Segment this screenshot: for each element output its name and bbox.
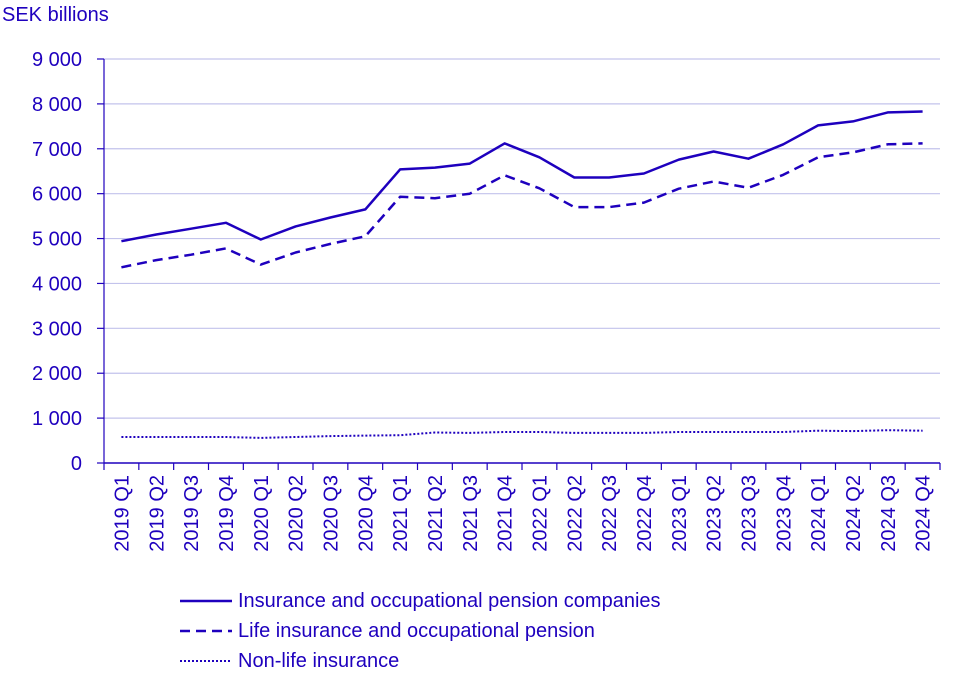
axes xyxy=(103,59,940,464)
legend: Insurance and occupational pension compa… xyxy=(180,586,661,676)
x-tick-label: 2022 Q4 xyxy=(634,475,656,552)
y-tick-label: 7 000 xyxy=(32,139,82,161)
x-tick-label: 2023 Q2 xyxy=(704,475,726,552)
y-tick-label: 5 000 xyxy=(32,229,82,251)
y-axis-tick-labels: 0 1 000 2 000 3 000 4 000 5 000 6 000 7 000 8 00… xyxy=(32,49,82,475)
legend-swatch-dotted xyxy=(180,660,232,662)
x-tick-label: 2021 Q1 xyxy=(390,475,412,552)
x-tick-label: 2021 Q3 xyxy=(460,475,482,552)
y-tick-label: 4 000 xyxy=(32,273,82,295)
legend-label: Non-life insurance xyxy=(238,649,400,672)
x-tick-label: 2020 Q1 xyxy=(251,475,273,552)
series-line-solid xyxy=(121,110,923,243)
x-tick-label: 2020 Q2 xyxy=(286,475,308,552)
x-tick-label: 2024 Q2 xyxy=(843,475,865,552)
legend-swatch-dashed xyxy=(180,629,232,633)
y-tick-label: 2 000 xyxy=(32,363,82,385)
x-tick-label: 2021 Q2 xyxy=(425,475,447,552)
legend-swatch-solid xyxy=(180,599,232,603)
x-tick-label: 2019 Q2 xyxy=(146,475,168,552)
y-tick-label: 9 000 xyxy=(32,49,82,71)
x-tick-label: 2023 Q4 xyxy=(773,475,795,552)
y-tick-label: 6 000 xyxy=(32,184,82,206)
legend-label: Insurance and occupational pension compa… xyxy=(238,589,661,612)
x-axis-tick-labels: 2019 Q1 2019 Q2 2019 Q3 2019 Q4 2020 Q1 2020 … xyxy=(103,463,941,552)
x-tick-label: 2022 Q3 xyxy=(599,475,621,552)
x-tick-label: 2020 Q4 xyxy=(355,475,377,552)
x-tick-label: 2024 Q4 xyxy=(913,475,935,552)
y-axis-unit-label: SEK billions xyxy=(2,4,109,26)
x-tick-label: 2019 Q4 xyxy=(216,475,238,552)
series-line-dotted xyxy=(121,429,923,439)
x-tick-label: 2022 Q2 xyxy=(564,475,586,552)
series-lines xyxy=(121,110,923,439)
series-line-dashed xyxy=(121,142,923,269)
x-tick-label: 2024 Q3 xyxy=(878,475,900,552)
y-tick-label: 0 xyxy=(71,453,82,475)
legend-item-life: Life insurance and occupational pension xyxy=(180,616,661,646)
x-tick-label: 2020 Q3 xyxy=(320,475,342,552)
legend-label: Life insurance and occupational pension xyxy=(238,619,595,642)
x-tick-label: 2021 Q4 xyxy=(495,475,517,552)
x-tick-label: 2023 Q1 xyxy=(669,475,691,552)
x-tick-label: 2022 Q1 xyxy=(529,475,551,552)
y-tick-label: 8 000 xyxy=(32,94,82,116)
x-tick-label: 2019 Q3 xyxy=(181,475,203,552)
legend-item-nonlife: Non-life insurance xyxy=(180,646,661,676)
y-tick-label: 3 000 xyxy=(32,318,82,340)
y-tick-label: 1 000 xyxy=(32,408,82,430)
x-tick-label: 2019 Q1 xyxy=(111,475,133,552)
x-tick-label: 2023 Q3 xyxy=(738,475,760,552)
x-tick-label: 2024 Q1 xyxy=(808,475,830,552)
legend-item-total: Insurance and occupational pension compa… xyxy=(180,586,661,616)
gridlines xyxy=(97,58,940,464)
